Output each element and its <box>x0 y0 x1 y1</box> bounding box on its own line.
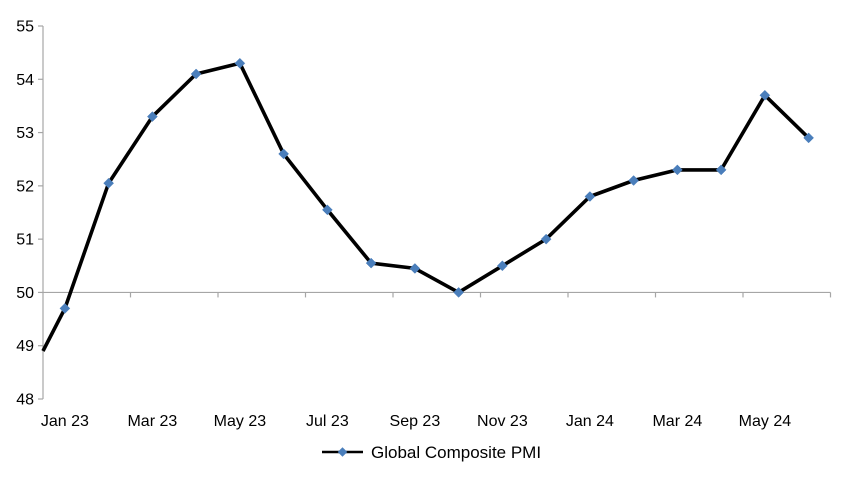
y-axis-label: 52 <box>16 178 34 195</box>
data-point-marker-may-23 <box>234 57 246 69</box>
x-axis-label: Nov 23 <box>477 413 528 430</box>
x-axis-label: Jul 23 <box>306 413 349 430</box>
data-point-marker-jan-23 <box>59 303 71 314</box>
data-point-marker-mar-24 <box>672 164 683 176</box>
x-axis-label: Sep 23 <box>390 413 441 430</box>
data-point-marker-aug-23 <box>365 257 377 269</box>
y-axis-label: 53 <box>16 125 34 142</box>
y-axis-label: 49 <box>16 338 34 355</box>
data-point-marker-feb-24 <box>628 175 639 186</box>
x-axis-label: Jan 24 <box>566 413 614 430</box>
y-axis-label: 48 <box>16 392 34 409</box>
y-axis-label: 51 <box>16 232 34 249</box>
data-point-marker-oct-23 <box>453 287 464 298</box>
data-point-marker-jun-23 <box>278 148 289 160</box>
x-axis-label: Jan 23 <box>41 413 89 430</box>
data-point-marker-apr-23 <box>190 68 202 80</box>
data-point-marker-jun-24 <box>803 132 814 144</box>
data-point-marker-feb-23 <box>103 177 114 189</box>
data-point-marker-nov-23 <box>497 260 508 272</box>
legend-marker-icon <box>337 447 348 457</box>
data-point-marker-jul-23 <box>322 204 333 216</box>
data-point-marker-jan-24 <box>584 191 596 202</box>
y-axis-label: 54 <box>16 72 34 89</box>
data-point-marker-sep-23 <box>409 263 421 274</box>
data-point-marker-dec-23 <box>540 233 552 245</box>
data-point-marker-apr-24 <box>715 164 727 176</box>
x-axis-label: Mar 23 <box>127 413 177 430</box>
x-axis-label: May 23 <box>214 413 267 430</box>
y-axis-label: 50 <box>16 285 34 302</box>
data-point-marker-may-24 <box>759 89 771 101</box>
x-axis-label: May 24 <box>739 413 792 430</box>
data-point-marker-mar-23 <box>147 111 158 122</box>
pmi-line <box>41 61 810 352</box>
y-axis-label: 55 <box>16 19 34 36</box>
x-axis-label: Mar 24 <box>652 413 702 430</box>
legend: Global Composite PMI <box>322 443 541 462</box>
legend-label: Global Composite PMI <box>371 443 541 462</box>
